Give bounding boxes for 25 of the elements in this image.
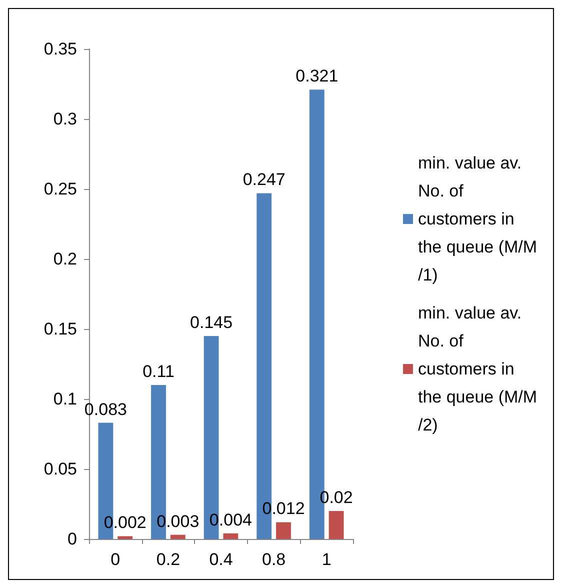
x-tick-label: 0.2 xyxy=(156,550,180,569)
y-tick-label: 0 xyxy=(68,530,77,548)
bar xyxy=(170,534,186,539)
bar xyxy=(118,536,133,539)
data-label: 0.145 xyxy=(190,313,233,332)
data-label: 0.247 xyxy=(242,170,286,190)
y-tick-label: 0.3 xyxy=(53,110,77,128)
y-tick-label: 0.05 xyxy=(44,460,77,478)
y-tick-label: 0.1 xyxy=(53,390,77,408)
bar xyxy=(328,511,344,539)
y-tick-label: 0.25 xyxy=(44,180,77,198)
legend-label: min. value av. No. of customers in the queue (M/M/2) xyxy=(418,304,538,434)
x-tick-label: 0.4 xyxy=(209,550,233,569)
data-label: 0.083 xyxy=(84,400,127,419)
x-tick-label: 0 xyxy=(110,550,120,569)
x-tick-label: 1 xyxy=(322,550,332,569)
legend-label: min. value av. No. of customers in the queue (M/M/1) xyxy=(418,154,538,284)
bar xyxy=(276,522,291,539)
y-tick-label: 0.35 xyxy=(44,40,77,58)
data-label: 0.321 xyxy=(296,66,338,86)
y-tick-label: 0.2 xyxy=(53,250,77,268)
x-tick-label: 0.8 xyxy=(262,550,286,569)
bar xyxy=(223,533,238,539)
data-label: 0.11 xyxy=(142,362,174,381)
y-tick-label: 0.15 xyxy=(44,320,77,338)
